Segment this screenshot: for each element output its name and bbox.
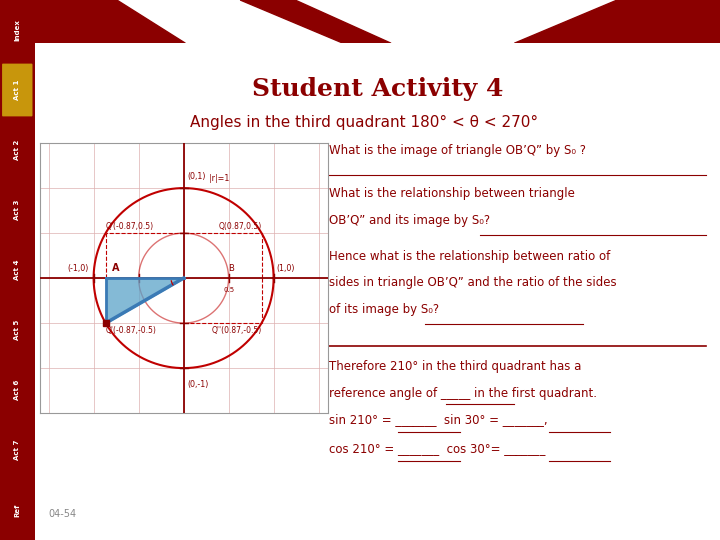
FancyBboxPatch shape xyxy=(2,64,32,117)
Text: Act 1: Act 1 xyxy=(14,80,20,100)
Text: sin 210° = _______  sin 30° = _______,: sin 210° = _______ sin 30° = _______, xyxy=(329,413,548,426)
FancyBboxPatch shape xyxy=(2,124,32,177)
Polygon shape xyxy=(106,278,184,323)
Text: sides in triangle OB’Q” and the ratio of the sides: sides in triangle OB’Q” and the ratio of… xyxy=(329,276,617,289)
FancyBboxPatch shape xyxy=(2,363,32,416)
Text: Angles in the third quadrant 180° < θ < 270°: Angles in the third quadrant 180° < θ < … xyxy=(189,116,538,130)
Text: cos 210° = _______  cos 30°= _______: cos 210° = _______ cos 30°= _______ xyxy=(329,442,546,455)
Text: Hence what is the relationship between ratio of: Hence what is the relationship between r… xyxy=(329,250,611,263)
Text: OB’Q” and its image by S₀?: OB’Q” and its image by S₀? xyxy=(329,214,490,227)
Text: Therefore 210° in the third quadrant has a: Therefore 210° in the third quadrant has… xyxy=(329,360,582,373)
Text: |r|=1: |r|=1 xyxy=(209,174,229,183)
Text: of its image by S₀?: of its image by S₀? xyxy=(329,303,439,316)
FancyBboxPatch shape xyxy=(2,484,32,536)
FancyBboxPatch shape xyxy=(2,184,32,237)
Text: A: A xyxy=(112,262,120,273)
Text: What is the image of triangle OB’Q” by S₀ ?: What is the image of triangle OB’Q” by S… xyxy=(329,144,586,157)
Text: Q''(0.87,-0.5): Q''(0.87,-0.5) xyxy=(211,326,261,335)
Text: Act 7: Act 7 xyxy=(14,440,20,460)
Text: Q'(-0.87,-0.5): Q'(-0.87,-0.5) xyxy=(106,326,156,335)
Text: Act 3: Act 3 xyxy=(14,200,20,220)
Polygon shape xyxy=(514,0,720,43)
Text: Act 4: Act 4 xyxy=(14,260,20,280)
Polygon shape xyxy=(240,0,391,43)
FancyBboxPatch shape xyxy=(2,423,32,476)
Text: Act 6: Act 6 xyxy=(14,380,20,400)
Text: B: B xyxy=(229,264,235,273)
Text: (-1,0): (-1,0) xyxy=(68,264,89,273)
FancyBboxPatch shape xyxy=(2,244,32,296)
Text: Q'(-0.87,0.5): Q'(-0.87,0.5) xyxy=(106,222,154,231)
Text: (1,0): (1,0) xyxy=(276,264,294,273)
Text: reference angle of _____ in the first quadrant.: reference angle of _____ in the first qu… xyxy=(329,387,598,400)
Text: What is the relationship between triangle: What is the relationship between triangl… xyxy=(329,187,575,200)
Text: Student Activity 4: Student Activity 4 xyxy=(251,77,503,101)
Text: (0,1): (0,1) xyxy=(187,172,206,181)
Text: 04-54: 04-54 xyxy=(48,509,76,519)
Text: (0,-1): (0,-1) xyxy=(187,380,209,389)
FancyBboxPatch shape xyxy=(2,303,32,356)
Polygon shape xyxy=(35,0,185,43)
Text: Index: Index xyxy=(14,19,20,41)
FancyBboxPatch shape xyxy=(2,4,32,56)
Text: Act 5: Act 5 xyxy=(14,320,20,340)
Text: Q(0.87,0.5): Q(0.87,0.5) xyxy=(218,222,261,231)
Text: Act 2: Act 2 xyxy=(14,140,20,160)
Text: Ref: Ref xyxy=(14,503,20,517)
Text: 0.5: 0.5 xyxy=(223,287,234,293)
